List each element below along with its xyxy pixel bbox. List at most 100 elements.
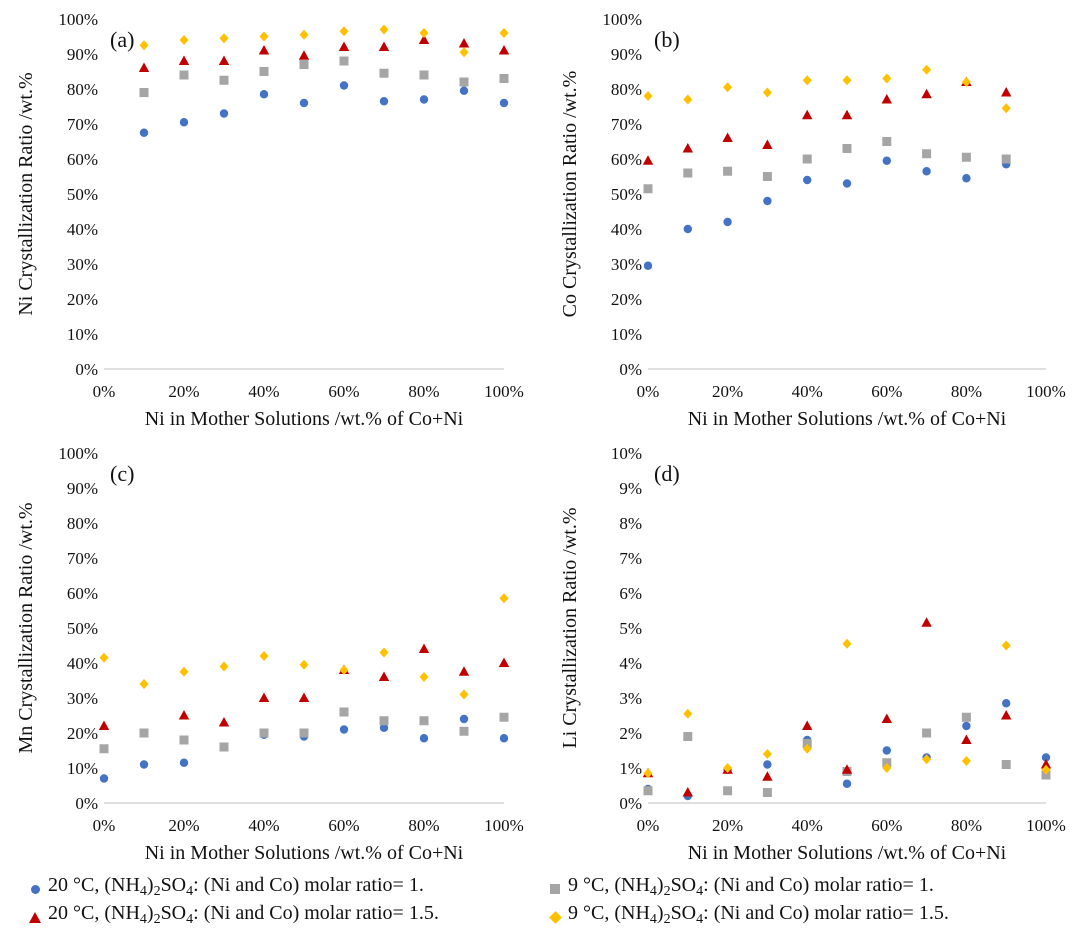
- y-axis-label: Co Crystallization Ratio /wt.%: [559, 71, 581, 318]
- data-point: [218, 55, 230, 65]
- data-point: [1002, 699, 1011, 708]
- data-point: [419, 734, 429, 743]
- y-tick-label: 10%: [611, 325, 642, 344]
- x-tick-label: 60%: [871, 816, 902, 835]
- data-point: [179, 735, 189, 745]
- data-point: [682, 787, 693, 797]
- data-point: [643, 768, 653, 779]
- data-point: [178, 55, 190, 65]
- data-point: [179, 35, 189, 45]
- data-point: [842, 75, 852, 86]
- legend-item-s2: 9 °C, (NH4)2SO4: (Ni and Co) molar ratio…: [548, 872, 934, 905]
- series-s4: [643, 638, 1051, 779]
- legend-label: 20 °C, (NH4)2SO4: (Ni and Co) molar rati…: [48, 902, 439, 927]
- x-tick-label: 0%: [93, 382, 116, 401]
- data-point: [139, 728, 149, 738]
- data-point: [298, 692, 310, 702]
- x-tick-label: 60%: [328, 816, 359, 835]
- y-tick-label: 0%: [75, 794, 98, 813]
- data-point: [762, 172, 772, 181]
- data-point: [762, 788, 772, 797]
- data-point: [961, 756, 971, 766]
- data-point: [1040, 759, 1052, 769]
- data-point: [962, 721, 971, 731]
- data-point: [378, 671, 390, 681]
- series-s4: [139, 24, 509, 58]
- data-point: [459, 689, 469, 700]
- series-s1: [99, 714, 509, 783]
- y-tick-label: 6%: [619, 584, 642, 603]
- x-tick-label: 20%: [712, 382, 743, 401]
- panel-label: (a): [110, 27, 134, 52]
- data-point: [643, 786, 653, 796]
- data-point: [499, 74, 509, 83]
- x-tick-label: 40%: [248, 816, 279, 835]
- data-point: [762, 87, 772, 98]
- data-point: [961, 152, 971, 162]
- data-point: [683, 224, 692, 234]
- data-point: [1001, 87, 1012, 97]
- panel-label: (c): [110, 461, 134, 486]
- x-tick-label: 100%: [1026, 816, 1066, 835]
- y-tick-label: 60%: [67, 150, 98, 169]
- data-point: [99, 774, 109, 783]
- y-tick-label: 100%: [58, 444, 98, 463]
- y-tick-label: 40%: [67, 654, 98, 673]
- panel-a: 0% 10% 20% 30% 40% 50% 60% 70% 80% 90% 100% 0% 20% 40…: [15, 10, 524, 430]
- data-point: [219, 33, 229, 44]
- data-point: [419, 70, 429, 80]
- data-point: [139, 760, 149, 769]
- data-point: [339, 26, 349, 37]
- data-point: [298, 50, 310, 60]
- data-point: [499, 734, 509, 743]
- data-point: [379, 647, 389, 658]
- data-point: [459, 86, 469, 95]
- data-point: [379, 68, 389, 78]
- data-point: [802, 154, 812, 164]
- series-s3: [642, 76, 1012, 165]
- data-point: [762, 749, 772, 759]
- data-point: [723, 217, 732, 227]
- data-point: [723, 82, 733, 93]
- x-tick-label: 40%: [792, 382, 823, 401]
- x-tick-label: 80%: [408, 816, 439, 835]
- y-tick-label: 70%: [67, 115, 98, 134]
- panel-label: (d): [654, 461, 680, 486]
- legend-label: 20 °C, (NH4)2SO4: (Ni and Co) molar rati…: [48, 874, 424, 899]
- y-tick-label: 80%: [67, 80, 98, 99]
- data-point: [219, 75, 229, 85]
- y-tick-label: 5%: [619, 619, 642, 638]
- data-point: [259, 67, 269, 76]
- data-point: [683, 168, 693, 178]
- data-point: [961, 712, 971, 722]
- data-point: [683, 94, 693, 105]
- data-point: [339, 665, 349, 675]
- data-point: [499, 712, 509, 722]
- series-s4: [643, 64, 1011, 114]
- data-point: [299, 29, 309, 40]
- data-point: [139, 88, 149, 97]
- data-point: [882, 73, 892, 84]
- data-point: [258, 45, 270, 55]
- data-point: [922, 754, 932, 765]
- x-tick-label: 80%: [951, 816, 982, 835]
- data-point: [922, 728, 932, 738]
- data-point: [219, 109, 229, 118]
- data-point: [419, 672, 429, 682]
- data-point: [842, 179, 852, 188]
- y-tick-label: 100%: [602, 10, 642, 29]
- y-tick-label: 30%: [67, 689, 98, 708]
- data-point: [179, 70, 189, 80]
- data-point: [458, 666, 470, 676]
- data-point: [762, 139, 773, 149]
- legend-item-s3: 20 °C, (NH4)2SO4: (Ni and Co) molar rati…: [28, 900, 439, 933]
- data-point: [922, 167, 931, 176]
- data-point: [219, 661, 229, 672]
- series-s4: [99, 593, 509, 700]
- y-tick-label: 20%: [611, 290, 642, 309]
- series-s1: [643, 699, 1051, 801]
- y-tick-label: 40%: [611, 220, 642, 239]
- y-tick-label: 20%: [67, 290, 98, 309]
- data-point: [882, 758, 892, 768]
- data-point: [498, 657, 510, 667]
